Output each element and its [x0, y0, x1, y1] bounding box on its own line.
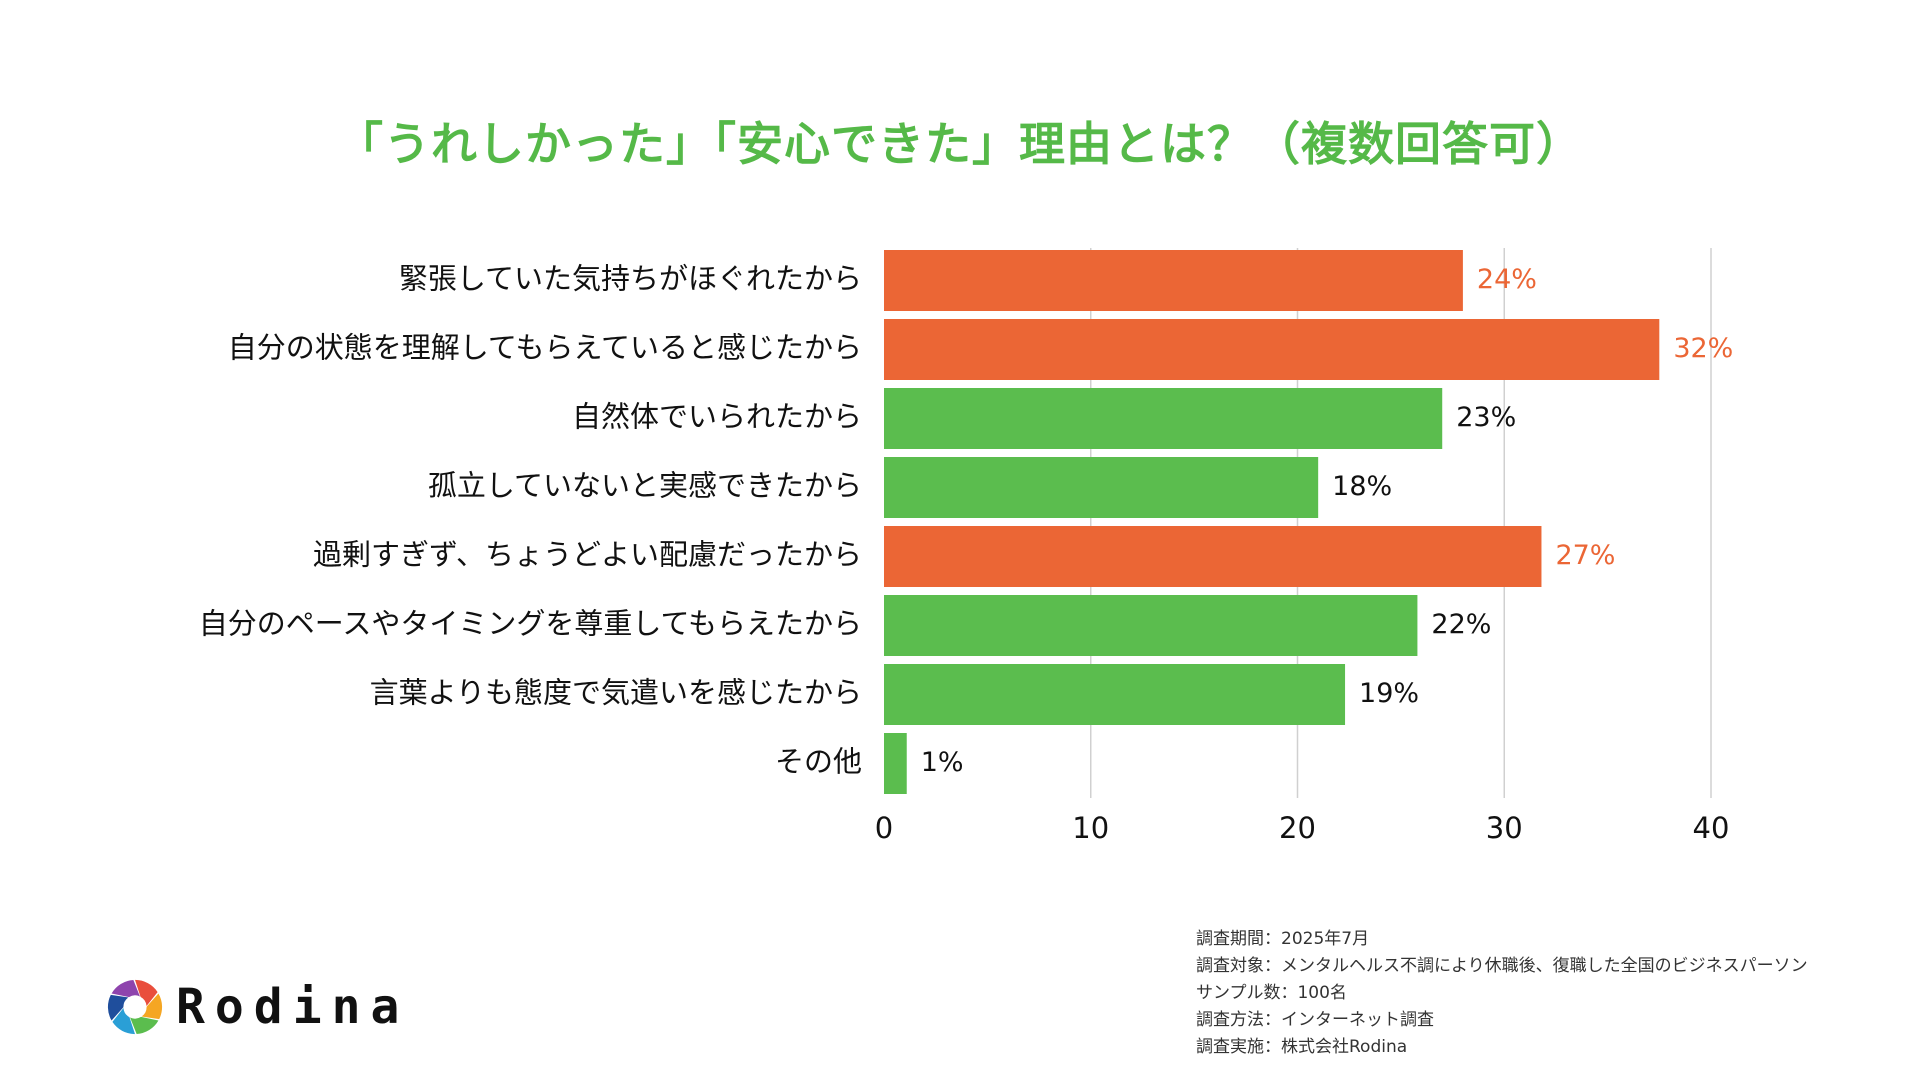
data-label-4: 27%: [1555, 540, 1615, 571]
bar-0: [884, 250, 1463, 311]
data-label-0: 24%: [1477, 264, 1537, 295]
data-label-3: 18%: [1332, 471, 1392, 502]
x-tick-label-10: 10: [1072, 811, 1109, 845]
logo-segment-2: [130, 1016, 159, 1035]
bar-4: [884, 526, 1542, 587]
logo-text: Rodina: [176, 979, 410, 1035]
category-label-5: 自分のペースやタイミングを尊重してもらえたから: [199, 607, 862, 641]
chart-title: 「うれしかった」「安心できた」理由とは？（複数回答可）: [337, 117, 1583, 171]
data-label-7: 1%: [921, 747, 964, 778]
data-label-2: 23%: [1456, 402, 1516, 433]
logo-segment-5: [111, 979, 140, 998]
bar-3: [884, 457, 1319, 518]
x-tick-label-30: 30: [1486, 811, 1523, 845]
data-label-1: 32%: [1673, 333, 1733, 364]
bar-2: [884, 388, 1443, 449]
rodina-logo: Rodina: [106, 978, 409, 1036]
category-label-6: 言葉よりも態度で気遣いを感じたから: [370, 676, 862, 710]
data-label-6: 19%: [1359, 678, 1419, 709]
note-target: 調査対象：メンタルヘルス不調により休職後、復職した全国のビジネスパーソン: [1196, 956, 1808, 976]
category-label-0: 緊張していた気持ちがほぐれたから: [399, 262, 862, 296]
category-label-1: 自分の状態を理解してもらえていると感じたから: [228, 331, 862, 365]
logo-segment-1: [141, 993, 163, 1020]
category-label-4: 過剰すぎず、ちょうどよい配慮だったから: [313, 538, 862, 572]
bar-chart: 緊張していた気持ちがほぐれたから 24% 自分の状態を理解してもらえていると感じたか…: [199, 248, 1733, 845]
logo-segment-3: [112, 1007, 135, 1035]
x-tick-label-40: 40: [1693, 811, 1730, 845]
bar-7: [884, 733, 907, 794]
bar-6: [884, 664, 1346, 725]
bar-5: [884, 595, 1418, 656]
note-period: 調査期間：2025年7月: [1196, 929, 1370, 949]
x-tick-label-0: 0: [875, 811, 893, 845]
note-method: 調査方法：インターネット調査: [1196, 1010, 1434, 1030]
note-sample-size: サンプル数：100名: [1196, 983, 1347, 1003]
data-label-5: 22%: [1431, 609, 1491, 640]
survey-notes: 調査期間：2025年7月 調査対象：メンタルヘルス不調により休職後、復職した全国…: [1196, 926, 1808, 1061]
category-label-3: 孤立していないと実感できたから: [428, 469, 862, 503]
category-label-7: その他: [775, 745, 862, 779]
logo-segment-0: [135, 979, 158, 1007]
x-tick-label-20: 20: [1279, 811, 1316, 845]
logo-segment-4: [107, 994, 129, 1021]
note-conductor: 調査実施：株式会社Rodina: [1196, 1037, 1408, 1057]
logo-mark-icon: [107, 979, 163, 1035]
category-label-2: 自然体でいられたから: [572, 400, 862, 434]
bar-1: [884, 319, 1660, 380]
